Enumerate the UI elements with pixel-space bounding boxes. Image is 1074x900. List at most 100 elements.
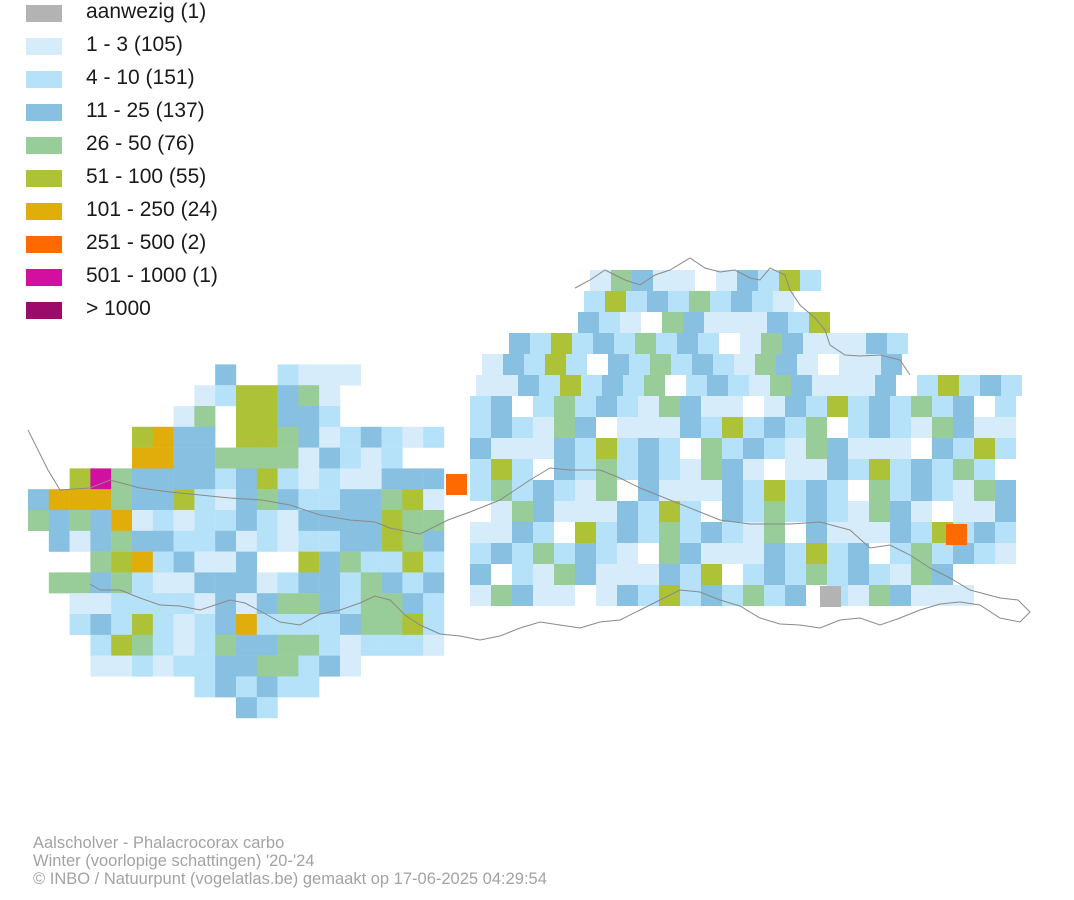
grid-cell (236, 676, 257, 698)
grid-cell (617, 585, 638, 606)
grid-cell (215, 530, 237, 552)
grid-cell (319, 364, 341, 386)
grid-cell (827, 480, 848, 501)
grid-cell (381, 614, 403, 635)
grid-cell (680, 396, 701, 417)
grid-cell (785, 396, 806, 417)
grid-cell (722, 396, 743, 417)
grid-cell (806, 522, 827, 543)
grid-cell (638, 480, 659, 501)
legend-label: 251 - 500 (2) (86, 231, 207, 254)
grid-cell (869, 459, 890, 480)
grid-cell (402, 489, 424, 511)
legend-label: aanwezig (1) (86, 0, 207, 23)
grid-cell (575, 543, 596, 564)
grid-cell (743, 522, 764, 543)
grid-cell (995, 522, 1016, 543)
grid-cell (764, 396, 785, 417)
grid-cell (298, 655, 320, 677)
grid-cell (848, 459, 869, 480)
grid-cell (69, 572, 91, 594)
grid-cell (319, 593, 341, 615)
legend-label: 51 - 100 (55) (86, 165, 207, 188)
grid-cell (470, 417, 491, 438)
grid-cell (277, 406, 299, 427)
grid-cell (298, 468, 320, 490)
grid-cell (319, 426, 341, 448)
grid-cell (194, 447, 216, 469)
grid-cell (360, 634, 382, 656)
grid-cell (890, 438, 911, 459)
grid-cell (423, 489, 445, 511)
grid-cell (554, 417, 575, 438)
grid-cell (90, 489, 112, 511)
grid-cell (340, 530, 361, 552)
grid-cell (668, 291, 689, 312)
grid-cell (298, 593, 320, 615)
grid-cell (402, 614, 424, 635)
grid-cell (701, 585, 722, 606)
grid-cell (277, 489, 299, 511)
grid-cell (236, 572, 257, 594)
grid-cell (319, 510, 341, 531)
grid-cell (194, 655, 216, 677)
grid-cell (194, 572, 216, 594)
grid-cell (194, 489, 216, 511)
grid-cell (635, 333, 656, 354)
grid-cell (797, 354, 818, 375)
grid-cell (785, 459, 806, 480)
grid-cell (423, 593, 445, 615)
legend-item: > 1000 (26, 297, 326, 330)
grid-cell (887, 333, 908, 354)
grid-cell (590, 270, 611, 291)
grid-cell (69, 614, 91, 635)
grid-cell (743, 543, 764, 564)
grid-cell (132, 510, 153, 531)
grid-cell (566, 354, 587, 375)
grid-cell (69, 468, 91, 490)
grid-cell (638, 459, 659, 480)
grid-cell (692, 354, 713, 375)
grid-cell (764, 480, 785, 501)
grid-cell (749, 375, 770, 396)
grid-cell (701, 438, 722, 459)
grid-cell (629, 354, 650, 375)
grid-cell (722, 417, 743, 438)
grid-cell (791, 375, 812, 396)
grid-cell (554, 438, 575, 459)
grid-cell (111, 572, 133, 594)
legend-swatch (26, 203, 62, 220)
grid-cell (132, 614, 153, 635)
legend-swatch (26, 71, 62, 88)
species-title: Aalscholver - Phalacrocorax carbo (33, 834, 285, 852)
grid-cell (256, 530, 278, 552)
grid-cell (995, 438, 1016, 459)
grid-cell (215, 385, 237, 407)
legend-label: > 1000 (86, 297, 151, 320)
grid-cell (608, 354, 629, 375)
grid-cell (402, 634, 424, 656)
grid-cell (911, 585, 932, 606)
grid-cell (491, 501, 512, 522)
grid-cell (381, 489, 403, 511)
grid-cell (539, 375, 560, 396)
grid-cell (340, 551, 361, 573)
grid-cell (911, 459, 932, 480)
grid-cell (743, 564, 764, 585)
grid-cell (277, 614, 299, 635)
grid-cell (381, 468, 403, 490)
grid-cell (491, 459, 512, 480)
grid-cell (656, 333, 677, 354)
grid-cell (470, 543, 491, 564)
grid-cell (111, 593, 133, 615)
grid-cell (770, 375, 791, 396)
grid-cell (953, 417, 974, 438)
grid-cell (911, 501, 932, 522)
grid-cell (470, 564, 491, 585)
grid-cell (755, 354, 776, 375)
grid-cell (995, 543, 1016, 564)
grid-cell (764, 438, 785, 459)
grid-cell (659, 417, 680, 438)
grid-cell (959, 375, 980, 396)
